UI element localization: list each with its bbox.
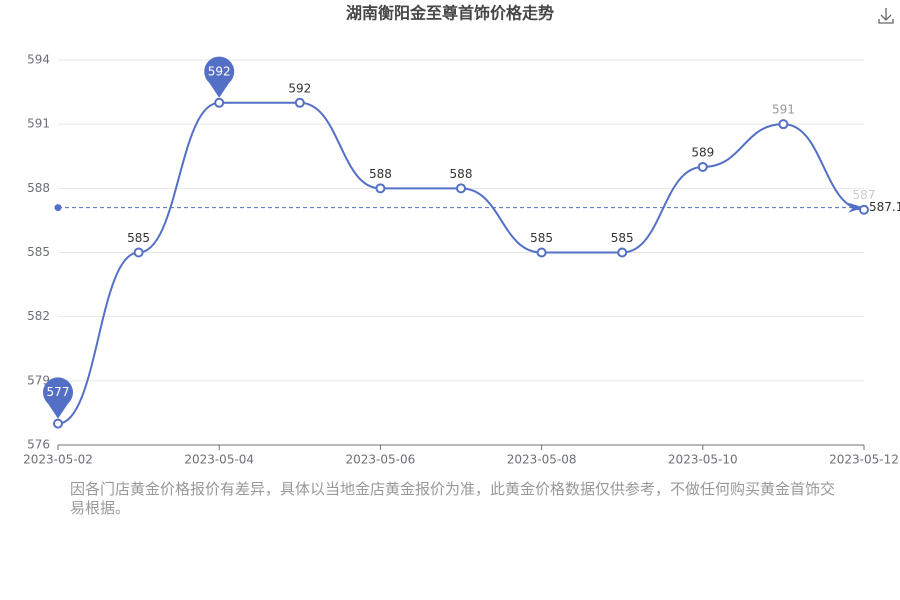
pin: [43, 377, 73, 419]
download-icon[interactable]: [878, 8, 894, 24]
x-tick-label: 2023-05-10: [668, 453, 738, 467]
data-label: 585: [127, 231, 150, 245]
data-label: 585: [611, 231, 634, 245]
point: [456, 183, 466, 194]
point: [133, 247, 144, 258]
y-tick-label: 582: [27, 309, 50, 323]
line: [57, 101, 865, 425]
mean-start: [54, 204, 62, 212]
y-tick-label: 591: [27, 117, 50, 131]
data-label: 588: [369, 167, 392, 181]
data-label: 585: [530, 231, 553, 245]
data-label: 592: [288, 81, 311, 95]
point: [53, 418, 63, 429]
data-label: 588: [450, 167, 473, 181]
pin: [204, 56, 235, 98]
y-tick-label: 579: [27, 373, 50, 387]
y-tick-label: 576: [27, 438, 50, 452]
mean-arrow: [848, 202, 864, 213]
x-tick-label: 2023-05-06: [346, 453, 416, 467]
point: [617, 247, 628, 258]
y-tick-label: 585: [27, 245, 50, 259]
x-tick-label: 2023-05-02: [23, 453, 93, 467]
data-label: 587: [853, 188, 876, 202]
footnote: 因各门店黄金价格报价有差异，具体以当地金店黄金报价为准，此黄金价格数据仅供参考，…: [70, 480, 836, 517]
y-tick-label: 594: [27, 53, 50, 67]
point: [294, 97, 305, 108]
x-tick-label: 2023-05-08: [507, 453, 577, 467]
mean-label: 587.1: [869, 200, 900, 214]
x-tick-label: 2023-05-04: [184, 453, 254, 467]
point: [859, 204, 869, 215]
pin-label: 577: [47, 385, 70, 399]
data-label: 591: [772, 103, 795, 117]
point: [778, 119, 789, 130]
point: [697, 161, 708, 172]
chart-title: 湖南衡阳金至尊首饰价格走势: [346, 4, 554, 23]
point: [375, 183, 386, 194]
y-tick-label: 588: [27, 181, 50, 195]
point: [214, 97, 225, 108]
x-tick-label: 2023-05-12: [829, 453, 899, 467]
pin-label: 592: [208, 64, 231, 78]
point: [536, 247, 547, 258]
data-label: 589: [691, 145, 714, 159]
